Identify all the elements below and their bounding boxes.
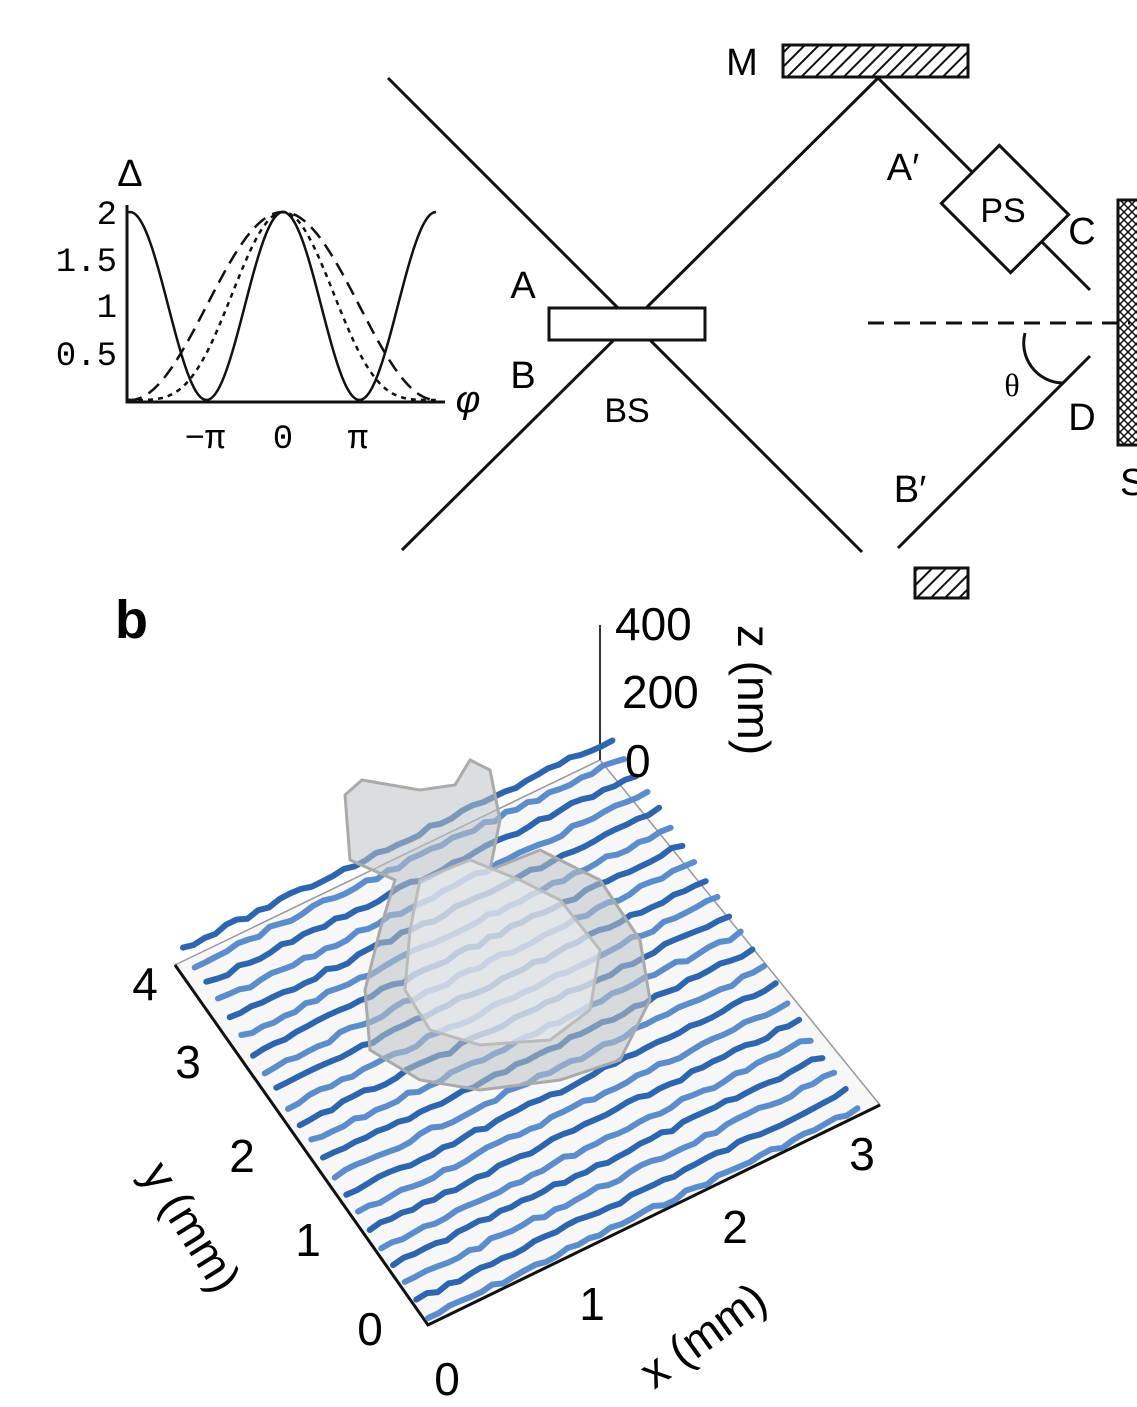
inset-curve [128,212,436,400]
inset-plot: Δ φ 2 1.5 1 0.5 −π 0 π [56,153,481,459]
angle-arc [1024,333,1062,383]
beam [898,356,1090,548]
beam-splitter [549,308,705,340]
label: B′ [894,469,926,511]
inset-x-tick: π [348,421,368,459]
inset-y-tick: 1 [97,290,117,328]
panel-b: b 400 200 0 z (nm) 4 3 2 1 0 y (mm) 0 1 … [115,590,880,1405]
label: M [726,42,758,84]
screen [1118,200,1137,445]
x-label: x (mm) [629,1272,775,1398]
y-tick: 0 [357,1303,383,1355]
y-tick: 1 [295,1214,321,1266]
mirror [915,568,968,598]
label: B [510,355,535,397]
label: PS [980,192,1025,230]
label: A [510,265,536,307]
label: A′ [887,147,919,189]
inset-y-label: Δ [117,153,142,195]
inset-y-tick: 1.5 [56,244,117,282]
beam [402,78,1090,550]
inset-x-tick: −π [185,421,226,459]
z-tick: 0 [625,735,651,787]
inset-x-label: φ [456,379,481,421]
y-tick: 4 [132,958,158,1010]
y-tick: 3 [175,1036,201,1088]
panel-label: b [115,590,148,650]
inset-y-tick: 0.5 [56,338,117,376]
x-tick: 1 [579,1278,605,1330]
inset-curve [128,212,436,400]
x-tick: 3 [849,1128,875,1180]
inset-curves [128,212,436,400]
y-tick: 2 [229,1130,255,1182]
figure: Δ φ 2 1.5 1 0.5 −π 0 π M A′ PS C A B BS … [0,0,1137,1407]
inset-curve [128,212,436,400]
label: D [1068,397,1095,439]
label: C [1068,211,1095,253]
x-tick: 2 [722,1201,748,1253]
label: BS [604,392,649,430]
z-label: z (nm) [728,625,780,755]
inset-y-tick: 2 [97,197,117,235]
x-tick: 0 [434,1353,460,1405]
mirror [783,45,968,77]
z-tick: 400 [615,598,692,650]
label: S [1120,462,1137,504]
label: θ [1004,367,1019,403]
inset-x-tick: 0 [273,421,293,459]
interferometer: M A′ PS C A B BS θ D B′ S [388,42,1137,598]
z-tick: 200 [622,666,699,718]
